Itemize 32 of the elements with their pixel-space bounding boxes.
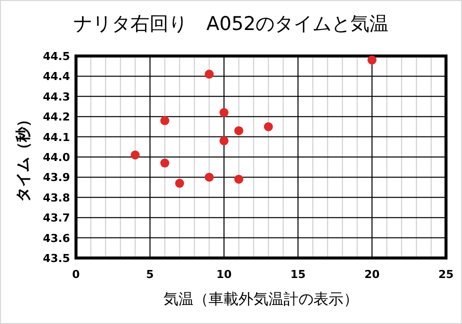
x-tick-label: 25 [438,268,454,281]
y-axis-title: タイム（秒） [14,112,32,202]
point [160,116,170,126]
point [220,136,228,146]
y-tick-label: 44.0 [42,151,70,164]
x-axis-title: 気温（車載外気温計の表示） [164,290,358,308]
point [130,150,140,160]
y-tick-label: 43.6 [42,232,70,245]
point [204,172,214,182]
x-tick-label: 10 [216,268,232,281]
y-tick-label: 44.3 [42,90,70,104]
point [175,178,184,188]
point [234,174,244,184]
y-tick-label: 44.2 [42,110,70,124]
y-tick-label: 44.1 [42,130,70,144]
point [234,126,244,136]
y-tick-label: 43.5 [42,252,70,265]
x-tick-label: 5 [146,268,154,281]
x-tick-label: 15 [290,268,306,281]
x-tick-label: 20 [364,268,380,281]
y-tick-label: 44.4 [42,70,70,84]
point [368,56,376,65]
point [220,108,228,118]
y-tick-label: 44.5 [42,50,70,63]
y-tick-label: 43.7 [42,212,70,225]
point [160,158,170,168]
point [204,70,214,79]
chart-title: ナリタ右回り A052のタイムと気温 [73,13,389,35]
point [264,122,273,132]
y-tick-label: 43.9 [42,171,70,184]
y-tick-label: 43.8 [42,191,70,204]
x-tick-label: 0 [72,268,80,281]
